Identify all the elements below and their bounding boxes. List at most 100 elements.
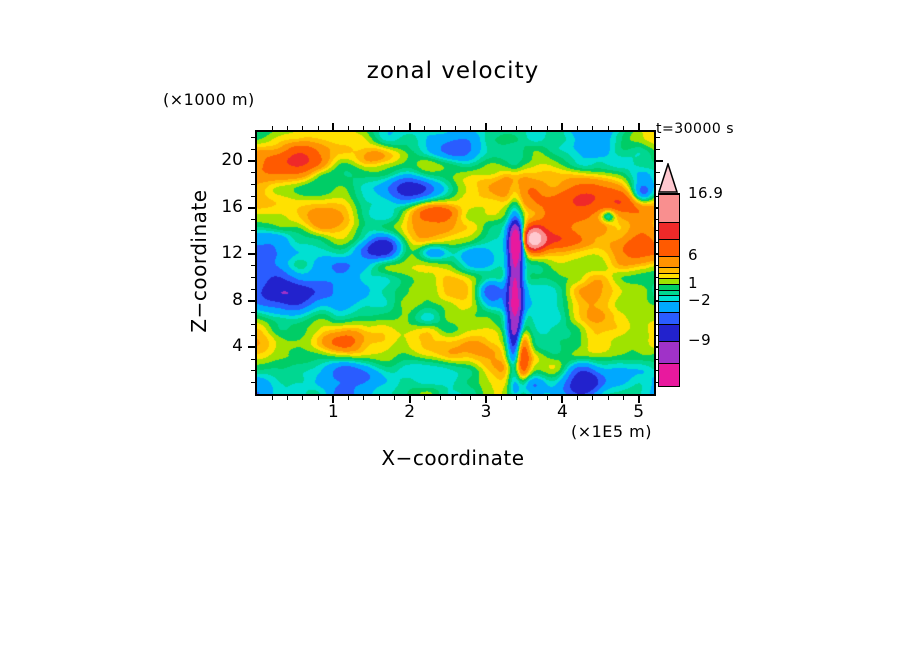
z-minor-tick: [251, 370, 257, 372]
x-minor-tick-top: [561, 126, 563, 132]
z-minor-tick-right: [654, 346, 660, 348]
x-tick-label: 4: [556, 402, 568, 422]
z-minor-tick-right: [654, 195, 660, 197]
z-minor-tick: [251, 230, 257, 232]
x-minor-tick-top: [409, 126, 411, 132]
z-minor-tick-right: [654, 218, 660, 220]
x-minor-tick-top: [317, 126, 319, 132]
colorbar-segment: [659, 238, 679, 256]
colorbar: [658, 193, 680, 387]
x-minor-tick: [455, 394, 456, 400]
z-tick-label: 8: [232, 289, 243, 310]
z-minor-tick: [251, 242, 257, 244]
z-tick-label: 4: [232, 336, 243, 357]
x-minor-tick: [348, 394, 350, 400]
z-minor-tick-right: [654, 277, 660, 279]
x-minor-tick-top: [287, 126, 289, 132]
x-tick-label: 2: [404, 402, 416, 422]
x-minor-tick: [485, 394, 487, 400]
x-minor-tick-top: [592, 126, 594, 132]
colorbar-segment: [659, 295, 679, 302]
x-axis-title: X−coordinate: [381, 446, 525, 470]
x-minor-tick-top: [363, 126, 365, 132]
z-minor-tick: [251, 183, 257, 185]
x-minor-tick-top: [470, 126, 472, 132]
x-minor-tick: [531, 394, 533, 400]
x-minor-tick-top: [638, 126, 640, 132]
x-minor-tick-top: [271, 126, 273, 132]
y-axis-unit-label: (×1000 m): [163, 90, 255, 109]
z-minor-tick-right: [654, 370, 660, 372]
colorbar-segment: [659, 340, 679, 364]
z-minor-tick-right: [654, 207, 660, 209]
z-tick-label: 20: [221, 150, 243, 171]
x-minor-tick-top: [577, 126, 579, 132]
x-minor-tick-top: [332, 126, 334, 132]
x-minor-tick: [546, 394, 548, 400]
colorbar-segment: [659, 289, 679, 296]
x-minor-tick-top: [500, 126, 502, 132]
z-minor-tick: [251, 323, 257, 325]
x-minor-tick: [287, 394, 289, 400]
colorbar-segment: [659, 194, 679, 222]
x-minor-tick-top: [485, 126, 487, 132]
colorbar-segment: [659, 301, 679, 313]
z-minor-tick: [251, 346, 257, 348]
z-minor-tick-right: [654, 358, 660, 360]
colorbar-segment: [659, 323, 679, 341]
x-tick-label: 1: [327, 402, 339, 422]
colorbar-segment: [659, 267, 679, 273]
x-minor-tick: [378, 394, 380, 400]
x-minor-tick-top: [546, 126, 548, 132]
x-minor-tick: [592, 394, 594, 400]
z-minor-tick: [251, 218, 257, 220]
z-minor-tick: [251, 335, 257, 337]
time-annotation: t=30000 s: [656, 121, 734, 137]
colorbar-segment: [659, 363, 679, 386]
z-minor-tick: [251, 288, 257, 290]
x-minor-tick-top: [424, 126, 426, 132]
z-minor-tick-right: [654, 311, 660, 313]
colorbar-segment: [659, 278, 679, 285]
x-minor-tick: [561, 394, 563, 400]
z-minor-tick: [251, 160, 257, 162]
x-minor-tick: [332, 394, 334, 400]
plot-area: 1 2 3 4 5 4 8 12 16 20: [221, 123, 663, 422]
z-minor-tick: [251, 381, 257, 383]
z-minor-tick-right: [654, 137, 660, 139]
x-minor-tick: [302, 394, 304, 400]
z-minor-tick: [251, 172, 257, 174]
x-minor-tick-top: [622, 126, 624, 132]
x-minor-tick: [577, 394, 579, 400]
z-minor-tick-right: [654, 381, 660, 383]
z-minor-tick-right: [654, 265, 660, 267]
x-tick-label: 5: [633, 402, 645, 422]
velocity-field-canvas: [257, 132, 654, 394]
z-minor-tick-right: [654, 288, 660, 290]
x-minor-tick-top: [607, 126, 609, 132]
colorbar-label: −2: [688, 291, 712, 310]
x-axis-unit-label: (×1E5 m): [570, 422, 652, 441]
z-minor-tick-right: [654, 323, 660, 325]
z-minor-tick: [251, 277, 257, 279]
x-minor-tick-top: [531, 126, 533, 132]
z-minor-tick-right: [654, 230, 660, 232]
x-minor-tick-top: [455, 126, 456, 132]
z-minor-tick-right: [654, 160, 660, 162]
x-minor-tick: [363, 394, 365, 400]
z-minor-tick-right: [654, 242, 660, 244]
z-minor-tick-right: [654, 183, 660, 185]
colorbar-segment: [659, 255, 679, 268]
z-minor-tick-right: [654, 172, 660, 174]
z-minor-tick-right: [654, 253, 660, 255]
z-minor-tick: [251, 207, 257, 209]
x-minor-tick: [607, 394, 609, 400]
z-minor-tick: [251, 265, 257, 267]
z-minor-tick: [251, 300, 257, 302]
x-minor-tick-top: [302, 126, 304, 132]
x-minor-tick: [409, 394, 411, 400]
x-minor-tick: [470, 394, 472, 400]
z-minor-tick-right: [654, 148, 660, 150]
colorbar-label: −9: [688, 330, 712, 349]
